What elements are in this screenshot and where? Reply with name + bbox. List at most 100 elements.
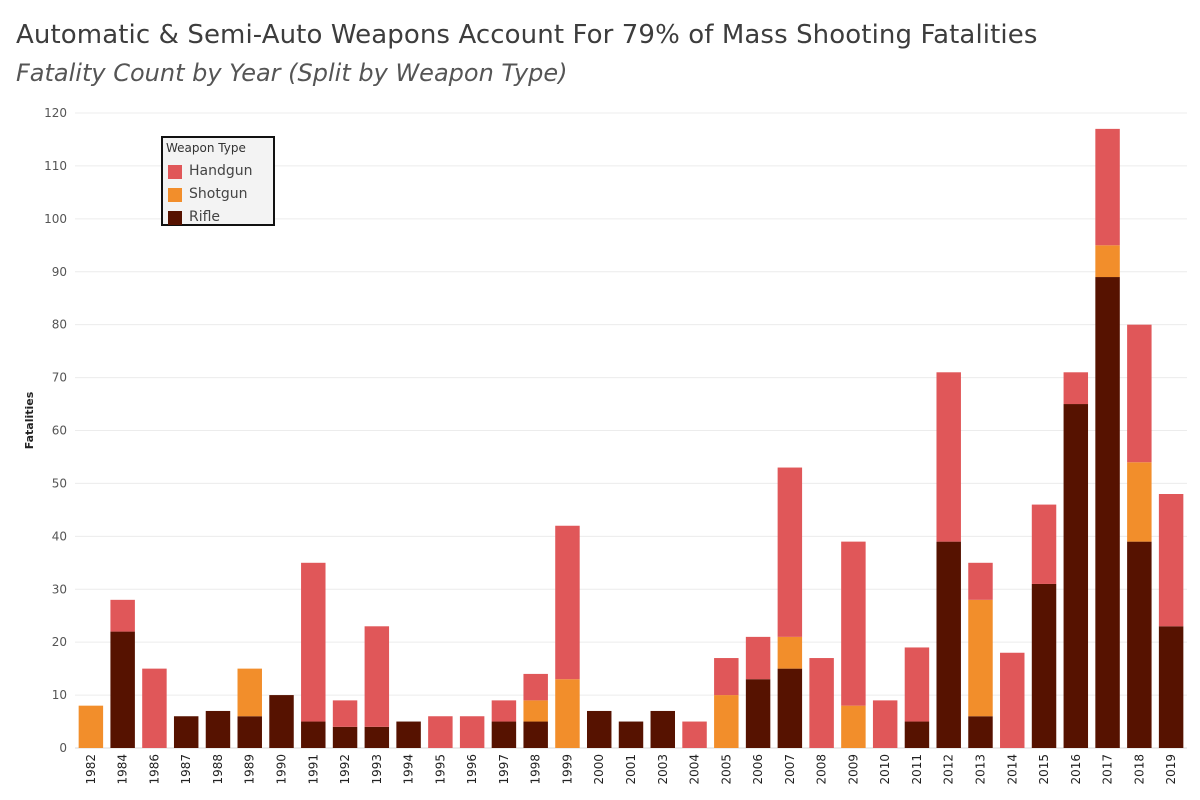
y-tick-label: 10	[52, 688, 67, 702]
bar-handgun-2007	[777, 467, 803, 637]
bar-rifle-2001	[618, 721, 644, 748]
bar-shotgun-2018	[1127, 462, 1152, 542]
y-tick-label: 60	[52, 424, 67, 438]
x-tick-label: 2010	[878, 754, 892, 785]
legend-swatch-rifle	[168, 211, 182, 225]
bar-handgun-2012	[936, 372, 961, 542]
bar-handgun-1993	[364, 626, 390, 727]
bar-handgun-1986	[142, 668, 167, 748]
x-tick-label: 1994	[402, 754, 416, 785]
bar-rifle-2003	[650, 710, 676, 748]
bar-handgun-2009	[841, 541, 866, 706]
bar-rifle-1991	[301, 721, 326, 748]
bar-rifle-1989	[237, 716, 262, 748]
bar-rifle-2013	[968, 716, 993, 748]
x-tick-label: 1988	[211, 754, 225, 785]
x-tick-label: 1989	[243, 754, 257, 785]
legend-label-shotgun: Shotgun	[189, 186, 248, 202]
x-tick-label: 1995	[433, 754, 447, 785]
bar-shotgun-1998	[523, 700, 548, 722]
legend-swatch-shotgun	[168, 188, 182, 202]
bar-rifle-2018	[1127, 541, 1152, 748]
x-tick-label: 2018	[1132, 754, 1146, 785]
x-tick-label: 1992	[338, 754, 352, 785]
bar-rifle-1990	[269, 695, 294, 748]
bar-rifle-1988	[205, 710, 231, 748]
bar-shotgun-2007	[777, 636, 803, 669]
bar-rifle-2007	[777, 668, 803, 748]
bar-handgun-2014	[1000, 652, 1025, 748]
x-tick-label: 1997	[497, 754, 511, 785]
bar-handgun-2006	[745, 636, 771, 680]
bar-rifle-1984	[110, 631, 135, 748]
chart-subtitle: Fatality Count by Year (Split by Weapon …	[16, 59, 568, 87]
bar-handgun-2017	[1095, 128, 1120, 246]
y-tick-label: 50	[52, 476, 67, 490]
bar-rifle-2011	[904, 721, 930, 748]
bar-shotgun-1982	[78, 705, 104, 748]
x-tick-label: 1999	[560, 754, 574, 785]
bar-handgun-1984	[110, 599, 135, 632]
x-tick-label: 1991	[306, 754, 320, 785]
bar-rifle-1997	[491, 721, 517, 748]
bar-handgun-1995	[428, 716, 453, 748]
bar-handgun-1996	[459, 716, 485, 748]
x-tick-label: 1996	[465, 754, 479, 785]
bar-rifle-2019	[1158, 626, 1184, 748]
x-tick-label: 2009	[846, 754, 860, 785]
y-axis-label: Fatalities	[23, 391, 36, 449]
bar-handgun-1998	[523, 673, 548, 701]
x-tick-label: 2019	[1164, 754, 1178, 785]
bar-rifle-2015	[1031, 583, 1057, 748]
bar-handgun-2018	[1127, 324, 1152, 463]
bar-handgun-2015	[1031, 504, 1057, 584]
x-tick-label: 1987	[179, 754, 193, 785]
y-tick-label: 30	[52, 582, 67, 596]
x-tick-label: 1998	[529, 754, 543, 785]
bar-rifle-1998	[523, 721, 548, 748]
x-tick-label: 1984	[116, 754, 130, 785]
bar-handgun-2011	[904, 647, 930, 722]
bar-shotgun-2009	[841, 705, 866, 748]
x-tick-label: 2007	[783, 754, 797, 785]
x-tick-label: 2013	[973, 754, 987, 785]
bar-rifle-2006	[745, 679, 771, 748]
x-tick-label: 1990	[275, 754, 289, 785]
x-tick-label: 2004	[688, 754, 702, 785]
y-tick-label: 100	[44, 212, 67, 226]
bar-rifle-2012	[936, 541, 961, 748]
bar-handgun-2005	[714, 658, 739, 696]
x-tick-label: 2003	[656, 754, 670, 785]
bar-shotgun-2013	[968, 599, 993, 717]
bar-handgun-2019	[1158, 494, 1184, 627]
legend-label-rifle: Rifle	[189, 209, 221, 225]
y-tick-label: 90	[52, 265, 67, 279]
legend-label-handgun: Handgun	[189, 163, 253, 179]
bar-handgun-2008	[809, 658, 834, 748]
y-tick-label: 40	[52, 529, 67, 543]
y-tick-label: 70	[52, 371, 67, 385]
y-tick-label: 120	[44, 106, 67, 120]
x-tick-label: 2011	[910, 754, 924, 785]
bar-rifle-1994	[396, 721, 421, 748]
bar-handgun-2010	[872, 700, 898, 748]
x-tick-label: 1986	[147, 754, 161, 785]
x-tick-label: 2000	[592, 754, 606, 785]
x-tick-label: 2012	[942, 754, 956, 785]
x-tick-label: 1982	[84, 754, 98, 785]
y-tick-label: 0	[59, 741, 67, 755]
bar-shotgun-1999	[555, 679, 580, 748]
bar-rifle-1992	[332, 726, 358, 748]
bar-shotgun-2005	[714, 695, 739, 748]
y-tick-label: 20	[52, 635, 67, 649]
bar-rifle-2017	[1095, 277, 1120, 748]
x-tick-label: 2015	[1037, 754, 1051, 785]
x-tick-label: 1993	[370, 754, 384, 785]
x-tick-label: 2016	[1069, 754, 1083, 785]
bar-handgun-1991	[301, 562, 326, 722]
legend: Weapon Type Handgun Shotgun Rifle	[161, 136, 275, 226]
bar-rifle-2016	[1063, 404, 1089, 748]
bar-handgun-1992	[332, 700, 358, 727]
bar-rifle-1987	[173, 716, 199, 748]
